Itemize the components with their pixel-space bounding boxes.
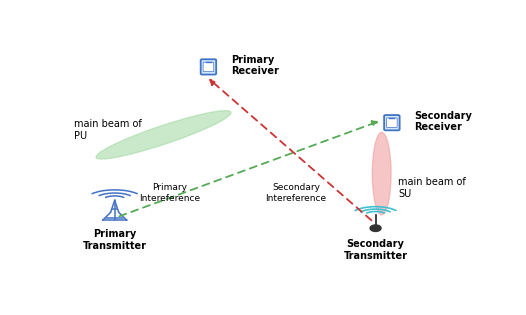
- Text: main beam of
PU: main beam of PU: [74, 119, 141, 141]
- Text: Secondary
Transmitter: Secondary Transmitter: [343, 239, 408, 261]
- Text: Secondary
Intereference: Secondary Intereference: [266, 183, 327, 203]
- Text: Primary
Transmitter: Primary Transmitter: [83, 229, 147, 251]
- Circle shape: [370, 225, 381, 232]
- FancyBboxPatch shape: [203, 62, 214, 72]
- Ellipse shape: [372, 132, 391, 215]
- FancyBboxPatch shape: [387, 118, 397, 128]
- Ellipse shape: [96, 111, 231, 159]
- FancyBboxPatch shape: [201, 59, 216, 75]
- Text: Primary
Intereference: Primary Intereference: [139, 183, 200, 203]
- Text: main beam of
SU: main beam of SU: [398, 177, 466, 199]
- Text: Secondary
Receiver: Secondary Receiver: [414, 111, 472, 132]
- Text: Primary
Receiver: Primary Receiver: [231, 55, 279, 77]
- FancyBboxPatch shape: [384, 115, 400, 130]
